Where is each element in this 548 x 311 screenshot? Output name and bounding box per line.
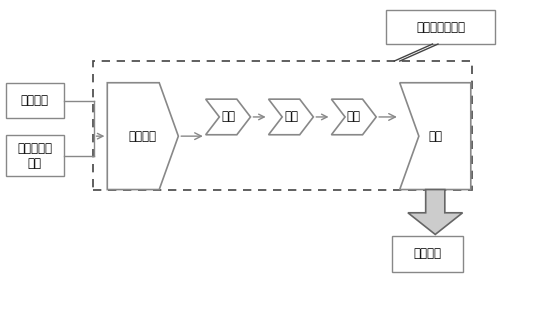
Polygon shape xyxy=(332,99,376,135)
Text: 曝光: 曝光 xyxy=(221,110,235,123)
Text: 传感器图案制作: 传感器图案制作 xyxy=(416,21,465,34)
Bar xyxy=(6,83,64,118)
Bar xyxy=(6,135,64,176)
Text: 脱膜: 脱膜 xyxy=(428,130,442,143)
Text: 转移印刷: 转移印刷 xyxy=(129,130,157,143)
Text: 待转印材料
制备: 待转印材料 制备 xyxy=(18,142,53,169)
Bar xyxy=(93,61,472,190)
Polygon shape xyxy=(408,190,463,234)
Bar xyxy=(386,10,495,44)
Text: 显影: 显影 xyxy=(284,110,298,123)
Polygon shape xyxy=(206,99,250,135)
Text: 基板制备: 基板制备 xyxy=(21,94,49,107)
Text: 蚀刻: 蚀刻 xyxy=(347,110,361,123)
Polygon shape xyxy=(399,83,471,190)
Polygon shape xyxy=(269,99,313,135)
Bar xyxy=(391,236,463,272)
Polygon shape xyxy=(107,83,178,190)
Text: 转后工序: 转后工序 xyxy=(413,247,441,260)
